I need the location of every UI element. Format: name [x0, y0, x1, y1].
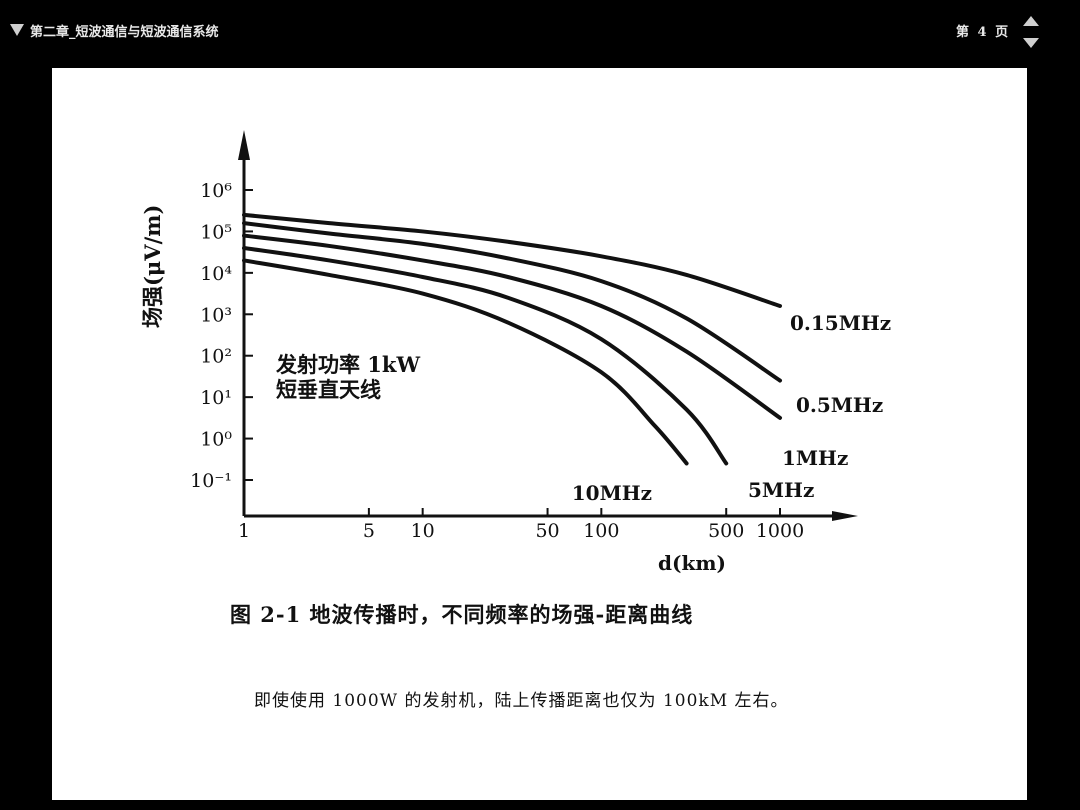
chart-annotation: 发射功率 1kW	[275, 352, 420, 377]
series-curve-2	[242, 233, 782, 420]
chart-labels: 10⁻¹ 10⁰ 10¹ 10² 10³ 10⁴ 10⁵ 10⁶ 1 5 10 50 100 500 100…	[140, 180, 891, 575]
y-tick-label: 10²	[200, 346, 232, 368]
menu-triangle-icon[interactable]	[10, 24, 24, 36]
series-label: 1MHz	[782, 446, 848, 470]
x-tick-label: 1000	[756, 520, 804, 542]
series-curve-0	[242, 212, 782, 308]
series-curve-4	[242, 258, 689, 466]
x-tick-label: 1	[238, 520, 250, 542]
previous-page-icon[interactable]	[1023, 16, 1039, 26]
y-axis-arrow	[238, 130, 250, 160]
viewer-toolbar: 第二章_短波通信与短波通信系统 第 4 页	[0, 0, 1080, 62]
page-indicator: 第 4 页	[956, 25, 1009, 40]
x-tick-label: 10	[411, 520, 435, 542]
y-tick-label: 10⁵	[200, 221, 232, 243]
y-tick-label: 10¹	[200, 387, 232, 409]
figure-caption: 图 2-1 地波传播时，不同频率的场强-距离曲线	[230, 602, 694, 627]
x-tick-label: 100	[583, 520, 619, 542]
y-tick-label: 10³	[200, 304, 232, 326]
field-strength-chart: 10⁻¹ 10⁰ 10¹ 10² 10³ 10⁴ 10⁵ 10⁶ 1 5 10 50 100 500 100…	[140, 130, 891, 575]
x-tick-label: 5	[363, 520, 375, 542]
x-axis-arrow	[832, 511, 858, 521]
y-tick-label: 10⁰	[200, 429, 232, 451]
series-label: 10MHz	[572, 481, 652, 505]
series-label: 5MHz	[748, 478, 814, 502]
x-axis-title: d(km)	[658, 551, 726, 575]
next-page-icon[interactable]	[1023, 38, 1039, 48]
x-tick-label: 50	[535, 520, 559, 542]
series-label: 0.5MHz	[796, 393, 883, 417]
chart-curves	[242, 212, 782, 466]
chart-axes	[238, 130, 858, 521]
y-tick-label: 10⁶	[200, 180, 232, 202]
y-tick-label: 10⁻¹	[190, 470, 232, 492]
x-tick-label: 500	[708, 520, 744, 542]
y-tick-label: 10⁴	[200, 263, 232, 285]
document-title: 第二章_短波通信与短波通信系统	[30, 25, 219, 40]
series-curve-1	[242, 221, 782, 383]
y-axis-title: 场强(μV/m)	[140, 205, 165, 328]
chart-annotation: 短垂直天线	[276, 377, 381, 402]
body-text: 即使使用 1000W 的发射机，陆上传播距离也仅为 100kM 左右。	[254, 691, 789, 711]
series-label: 0.15MHz	[790, 311, 891, 335]
series-curve-3	[242, 246, 729, 466]
slide-page: 10⁻¹ 10⁰ 10¹ 10² 10³ 10⁴ 10⁵ 10⁶ 1 5 10 50 100 500 100…	[52, 68, 1027, 800]
